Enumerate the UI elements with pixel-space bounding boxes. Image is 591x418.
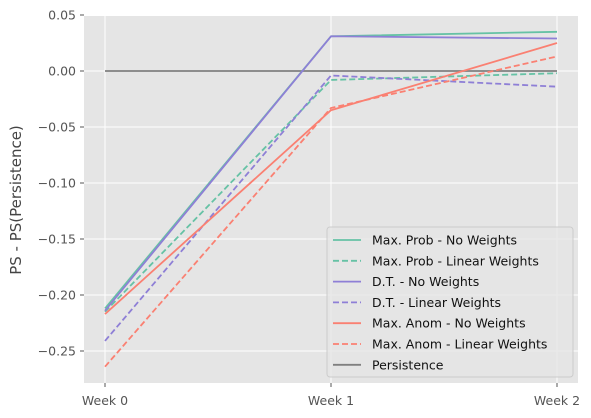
series-line [104, 74, 558, 342]
y-tick-label: 0.05 [48, 8, 76, 23]
legend-entry: Persistence [372, 357, 444, 372]
series-line [104, 35, 558, 312]
series-line [104, 55, 558, 368]
y-tick-label: 0.00 [48, 64, 76, 79]
y-tick-label: −0.15 [38, 232, 76, 247]
y-tick-label: −0.25 [38, 344, 76, 359]
y-tick-label: −0.20 [38, 288, 76, 303]
x-tick-labels: Week 0 Week 1 Week 2 [82, 383, 580, 408]
x-tick-label: Week 0 [82, 393, 128, 408]
y-tick-labels: 0.05 0.00 −0.05 −0.10 −0.15 −0.20 −0.25 [38, 8, 84, 359]
legend-entry: D.T. - Linear Weights [372, 295, 501, 310]
legend-entry: Max. Anom - Linear Weights [372, 337, 547, 352]
y-axis-label: PS - PS(Persistence) [7, 125, 25, 275]
x-tick-label: Week 2 [534, 393, 580, 408]
legend-box [326, 226, 574, 378]
y-tick-label: −0.10 [38, 176, 76, 191]
series-lines [104, 30, 558, 368]
legend-entry: D.T. - No Weights [372, 274, 479, 289]
y-tick-label: −0.05 [38, 120, 76, 135]
x-tick-label: Week 1 [308, 393, 354, 408]
legend-entry: Max. Prob - Linear Weights [372, 253, 539, 268]
series-line [104, 42, 558, 315]
legend-entry: Max. Prob - No Weights [372, 233, 517, 248]
legend-entry: Max. Anom - No Weights [372, 316, 526, 331]
legend: Max. Prob - No Weights Max. Prob - Linear… [326, 226, 574, 378]
